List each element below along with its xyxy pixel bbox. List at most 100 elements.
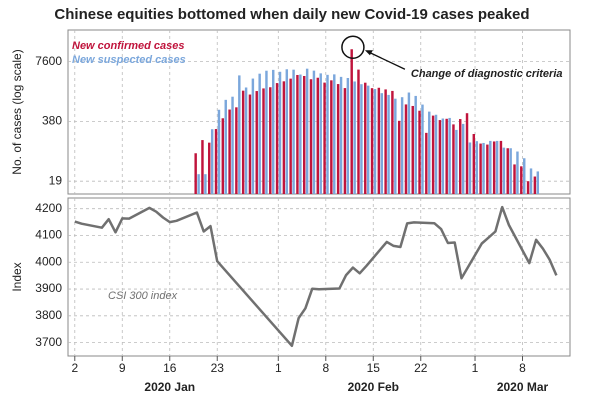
bar bbox=[411, 105, 414, 194]
bar bbox=[455, 129, 458, 194]
bar bbox=[434, 114, 438, 194]
x-tick-label: 22 bbox=[414, 361, 428, 375]
y-tick-label: 4100 bbox=[35, 228, 62, 242]
x-tick-label: 15 bbox=[367, 361, 381, 375]
y-tick-label: 7600 bbox=[35, 54, 62, 68]
bar bbox=[441, 118, 445, 194]
annotation-arrowhead bbox=[364, 50, 373, 56]
bar bbox=[197, 174, 200, 194]
y-tick-label: 380 bbox=[42, 114, 62, 128]
bar bbox=[244, 87, 248, 194]
bar bbox=[380, 93, 383, 194]
x-tick-label: 1 bbox=[275, 361, 282, 375]
bar bbox=[289, 78, 292, 194]
bar bbox=[360, 84, 363, 194]
bar bbox=[333, 74, 336, 194]
bar bbox=[499, 140, 503, 194]
bar bbox=[265, 70, 268, 194]
bar bbox=[448, 117, 451, 194]
x-tick-label: 23 bbox=[211, 361, 225, 375]
bar bbox=[255, 91, 258, 194]
y-tick-label: 4200 bbox=[35, 201, 62, 215]
bar bbox=[224, 99, 227, 194]
bar bbox=[231, 96, 234, 194]
bar bbox=[489, 140, 492, 194]
bar bbox=[272, 69, 275, 194]
bar bbox=[373, 89, 377, 194]
bar bbox=[370, 88, 374, 194]
y-tick-label: 3900 bbox=[35, 281, 62, 295]
bar bbox=[305, 68, 309, 194]
y-tick-label: 19 bbox=[49, 173, 63, 187]
bar bbox=[533, 176, 537, 194]
annotation-arrow bbox=[366, 50, 406, 70]
annotation: Change of diagnostic criteria bbox=[411, 68, 563, 80]
bar bbox=[309, 79, 313, 194]
bar bbox=[472, 134, 476, 194]
y-axis-label: No. of cases (log scale) bbox=[10, 49, 24, 174]
bar bbox=[194, 153, 197, 194]
bar bbox=[238, 75, 241, 194]
x-tick-label: 1 bbox=[472, 361, 479, 375]
bar bbox=[523, 158, 526, 194]
bar bbox=[486, 144, 489, 194]
bar bbox=[323, 82, 326, 194]
bar bbox=[336, 84, 340, 194]
bar bbox=[400, 97, 404, 194]
bar bbox=[404, 104, 408, 194]
chart-title: Chinese equities bottomed when daily new… bbox=[54, 6, 529, 23]
bar bbox=[251, 78, 255, 194]
x-tick-label: 2 bbox=[71, 361, 78, 375]
bar bbox=[357, 69, 360, 194]
bar bbox=[269, 87, 272, 194]
bar bbox=[316, 77, 319, 194]
legend-label: New suspected cases bbox=[72, 54, 186, 66]
y-tick-label: 3800 bbox=[35, 308, 62, 322]
x-tick-label: 16 bbox=[163, 361, 177, 375]
y-axis-label: Index bbox=[10, 262, 24, 291]
bar bbox=[506, 148, 509, 194]
bar bbox=[210, 129, 214, 194]
bar bbox=[384, 89, 387, 194]
month-label: 2020 Mar bbox=[497, 380, 549, 394]
bar bbox=[282, 81, 286, 194]
bar bbox=[296, 74, 299, 194]
bar bbox=[312, 70, 316, 194]
bar bbox=[208, 142, 211, 194]
bar bbox=[513, 164, 516, 194]
bar bbox=[204, 174, 207, 194]
bar bbox=[228, 109, 231, 194]
bar bbox=[248, 94, 252, 194]
bar bbox=[407, 92, 411, 194]
bar bbox=[475, 141, 478, 194]
bar bbox=[302, 75, 306, 194]
bar bbox=[339, 76, 343, 194]
bar bbox=[235, 107, 238, 194]
bar bbox=[502, 147, 506, 194]
line bbox=[74, 205, 558, 348]
bar bbox=[421, 104, 424, 194]
bar bbox=[353, 81, 356, 194]
bar bbox=[364, 82, 367, 194]
bar bbox=[438, 120, 442, 194]
legend-label: New confirmed cases bbox=[72, 40, 185, 52]
bar bbox=[516, 151, 519, 194]
bar bbox=[292, 69, 295, 194]
bar bbox=[520, 166, 523, 194]
bar bbox=[214, 129, 218, 194]
bar bbox=[509, 148, 512, 194]
bar bbox=[262, 88, 265, 194]
x-tick-label: 8 bbox=[322, 361, 329, 375]
bar bbox=[459, 119, 462, 194]
bar bbox=[319, 73, 322, 194]
bar bbox=[418, 110, 421, 194]
bar bbox=[391, 90, 394, 194]
bar bbox=[299, 74, 302, 194]
bar bbox=[275, 83, 279, 194]
bar bbox=[343, 88, 347, 194]
bar bbox=[397, 120, 401, 194]
series-label: CSI 300 index bbox=[108, 290, 178, 302]
bar bbox=[468, 142, 472, 194]
bar bbox=[366, 85, 370, 194]
bar bbox=[377, 87, 381, 194]
